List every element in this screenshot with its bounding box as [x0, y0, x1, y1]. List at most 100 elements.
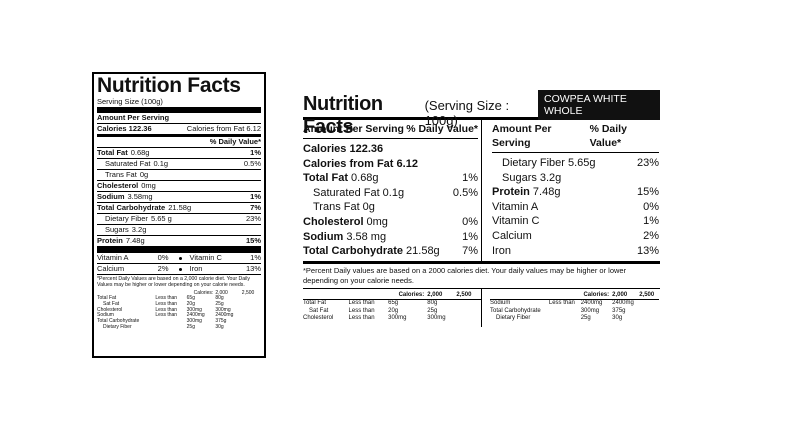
- vitamin-cell: Iron 13%: [190, 264, 262, 274]
- reference-header-cell: Calories:: [193, 289, 214, 296]
- nutrient-row: Saturated Fat 0.1g 0.5%: [97, 158, 261, 169]
- nutrient-dv: 0.5%: [452, 186, 478, 199]
- reference-table: Calories: 2,000 2,500 Total Fat Less than 65g…: [97, 289, 261, 331]
- nutrient-dv: 1%: [250, 192, 261, 201]
- reference-header-cell: Calories:: [388, 291, 428, 301]
- reference-tables: Calories: 2,000 2,500 Total Fat Less than 65g…: [303, 288, 660, 327]
- vitamin-row: Vitamin A 0% Vitamin C 1%: [97, 252, 261, 263]
- nutrient-name: Saturated Fat: [105, 159, 151, 168]
- reference-cell: Dietary Fiber: [103, 323, 132, 330]
- nutrient-row: Cholesterol 0mg 0%: [303, 215, 478, 230]
- nutrient-row: Calcium 2%: [492, 229, 659, 244]
- reference-cell: 2400mg: [580, 300, 603, 307]
- spacer: [548, 291, 581, 301]
- reference-row: Total Carbohydrate 300mg 375g: [97, 318, 261, 325]
- reference-cell: [155, 325, 186, 331]
- nutrient-amount: 5.65g: [567, 157, 596, 169]
- vitamin-dv: 2%: [157, 264, 169, 273]
- reference-row: Total Fat Less than 65g 80g: [303, 300, 481, 308]
- nutrient-label: Trans Fat 0g: [97, 170, 148, 180]
- bullet: [178, 267, 182, 271]
- thick-bar: [97, 107, 261, 113]
- nutrient-row: Calories from Fat 6.12: [303, 157, 478, 172]
- nutrient-label: Total Fat 0.68g: [97, 148, 149, 158]
- nutrient-amount: 3.58 mg: [346, 230, 387, 243]
- nutrient-label: Dietary Fiber 5.65 g: [97, 214, 172, 224]
- reference-wrap: Calories: 2,000 2,500 Total Fat Less than 65g…: [303, 289, 481, 327]
- reference-cell: 300mg: [186, 306, 202, 313]
- column: Amount Per Serving% Daily Value* Calories…: [303, 120, 481, 261]
- nutrient-amount: 0.1g: [382, 186, 405, 199]
- nutrient-amount: 7.48g: [532, 186, 561, 199]
- calories-row: Calories 122.36 Calories from Fat 6.12: [97, 123, 261, 134]
- nutrient-dv: 0%: [462, 215, 478, 228]
- nutrient-name: Sugars: [105, 225, 129, 234]
- reference-row: Sat Fat Less than 20g 25g: [303, 308, 481, 316]
- nutrient-label: Calcium: [492, 229, 532, 244]
- label-title: Nutrition Facts: [97, 74, 241, 97]
- reference-cell: 80g: [427, 300, 438, 307]
- nutrient-amount: 0g: [362, 201, 375, 214]
- nutrient-name: Iron: [492, 244, 511, 257]
- reference-cell: [549, 308, 581, 316]
- nutrient-amount: 0.1g: [153, 159, 169, 168]
- nutrient-name: Protein: [492, 186, 530, 199]
- nutrient-label: Sodium 3.58mg: [97, 192, 153, 202]
- reference-cell: 375g: [215, 318, 227, 325]
- nutrient-row: Saturated Fat 0.1g 0.5%: [303, 186, 478, 201]
- reference-header-cell: 2,500: [639, 291, 659, 301]
- reference-row: Sat Fat Less than 20g 25g: [97, 301, 261, 308]
- nutrient-amount: 0.68g: [130, 148, 150, 157]
- reference-cell: Total Fat: [303, 300, 327, 307]
- nutrient-amount: 7.48g: [125, 236, 145, 245]
- nutrient-name: Total Carbohydrate: [303, 245, 404, 258]
- nutrient-name: Total Fat: [303, 172, 349, 185]
- amount-per-serving: Amount Per Serving: [97, 113, 170, 122]
- reference-cell: 375g: [612, 307, 626, 314]
- bullet: [178, 256, 182, 260]
- nutrient-dv: 7%: [462, 245, 478, 258]
- vitamin-cell: Vitamin C 1%: [190, 253, 262, 263]
- nutrient-name: Total Fat: [97, 148, 128, 157]
- nutrient-row: Total Carbohydrate 21.58g 7%: [97, 202, 261, 213]
- nutrient-amount: 5.65 g: [150, 214, 172, 223]
- reference-cell: Sodium: [97, 312, 114, 319]
- header-amount: Amount Per Serving: [303, 123, 404, 135]
- reference-cell: Less than: [155, 301, 178, 307]
- nutrient-dv: 1%: [462, 230, 478, 243]
- nutrient-row: Vitamin A 0%: [492, 200, 659, 215]
- nutrient-name: Cholesterol: [303, 215, 364, 228]
- column-header: Amount Per Serving% Daily Value*: [303, 122, 478, 139]
- nutrient-row: Iron 13%: [492, 244, 659, 259]
- nutrient-label: Total Carbohydrate 21.58g: [303, 244, 440, 259]
- reference-table: Calories: 2,000 2,500 Total Fat Less than 65g…: [303, 291, 481, 323]
- nutrient-row: Total Carbohydrate 21.58g 7%: [303, 244, 478, 259]
- nutrient-row: Sugars 3.2g: [97, 224, 261, 235]
- nutrient-row: Trans Fat 0g: [303, 200, 478, 215]
- columns: Amount Per Serving% Daily Value* Calories…: [303, 117, 660, 264]
- nutrient-dv: 23%: [245, 214, 261, 223]
- reference-cell: 30g: [215, 323, 224, 330]
- nutrient-label: Calories 122.36: [303, 142, 383, 157]
- nutrient-name: Calories 122.36: [303, 143, 384, 155]
- nutrient-amount: 21.58g: [168, 203, 192, 212]
- nutrient-amount: 3.2g: [131, 225, 147, 234]
- header-amount: Amount Per Serving: [492, 123, 552, 149]
- nutrient-name: Calcium: [492, 229, 532, 242]
- nutrient-dv: 0.5%: [243, 159, 261, 168]
- nutrient-row: Vitamin C 1%: [492, 214, 659, 229]
- reference-header-cell: 2,000: [427, 291, 457, 301]
- footnote: *Percent Daily values are based on a 200…: [303, 264, 660, 289]
- reference-header-cell: 2,500: [456, 291, 481, 301]
- nutrient-row: Sodium 3.58mg 1%: [97, 191, 261, 202]
- nutrition-label-horizontal: Nutrition Facts (Serving Size : 100g) COWP…: [303, 90, 660, 327]
- vitamin-dv: 0%: [157, 253, 169, 262]
- vitamin-name: Iron: [189, 264, 203, 273]
- reference-header-cell: 2,000: [215, 289, 228, 296]
- nutrient-amount: 3.2g: [539, 171, 562, 184]
- reference-header: Calories: 2,000 2,500: [303, 291, 481, 301]
- reference-cell: Less than: [348, 300, 375, 307]
- reference-cell: Less than: [155, 295, 178, 302]
- nutrient-label: Total Carbohydrate 21.58g: [97, 203, 191, 213]
- medium-bar: [97, 134, 261, 137]
